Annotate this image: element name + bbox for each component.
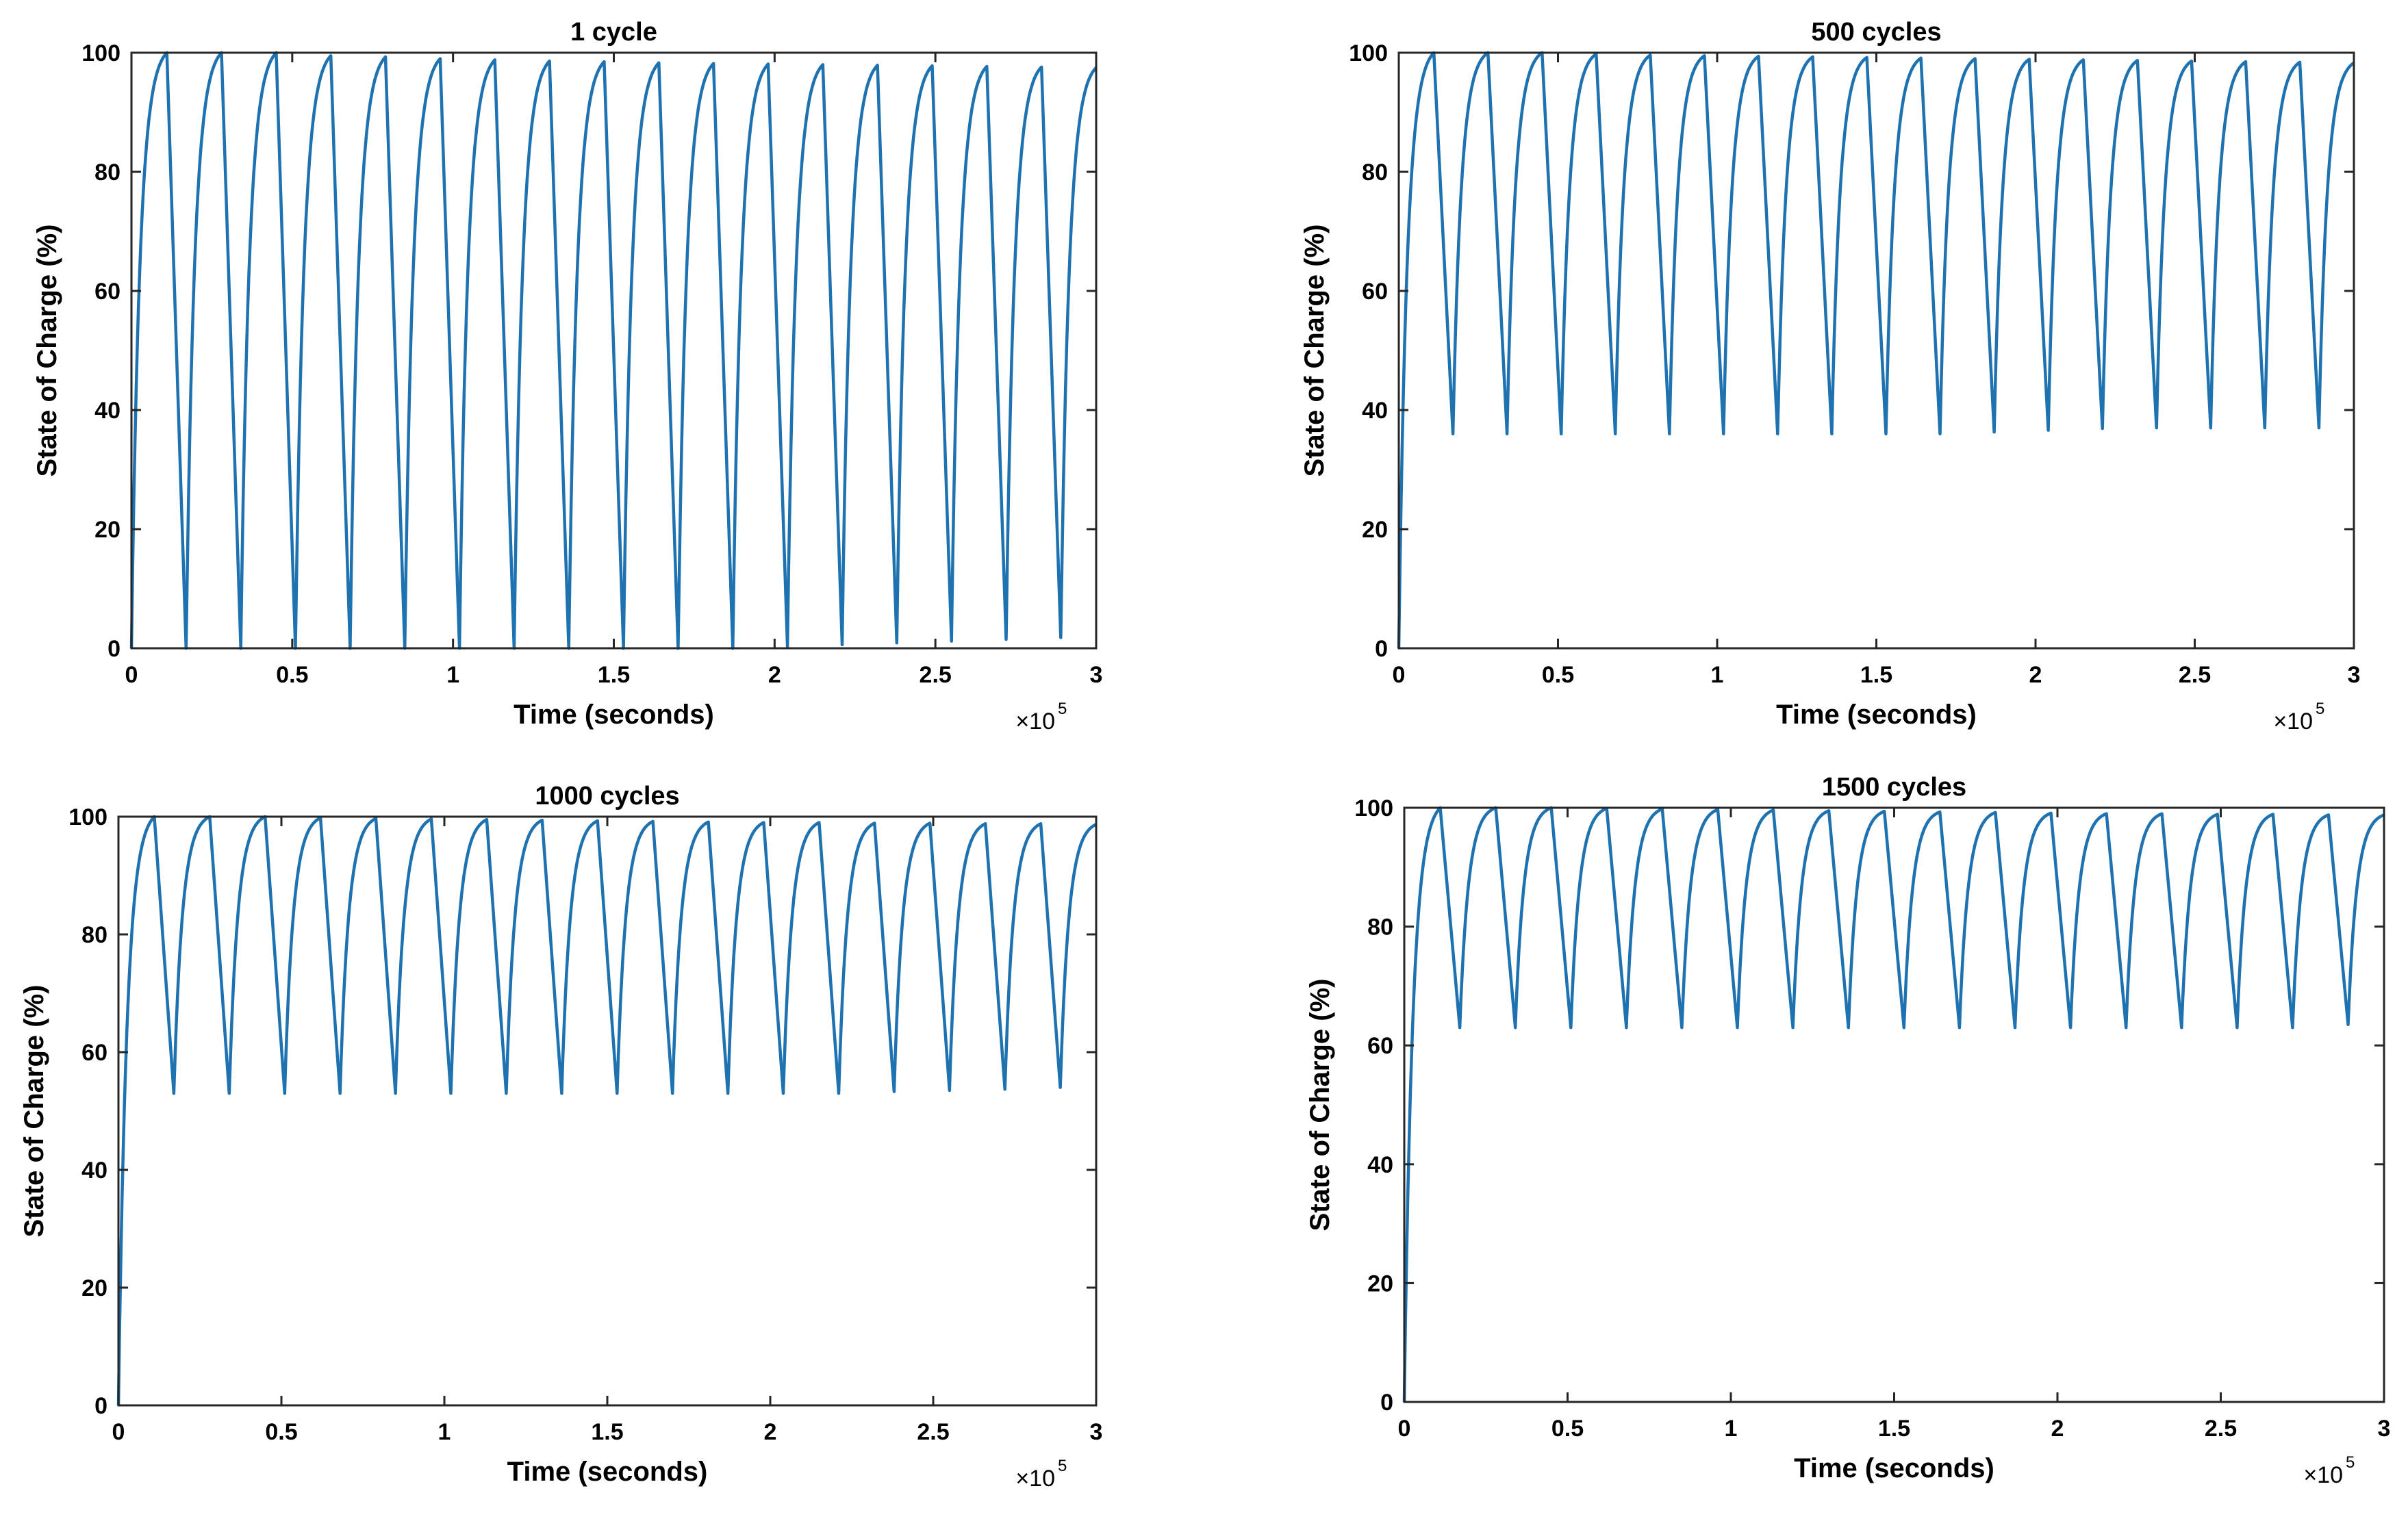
y-tick-label: 100 bbox=[1354, 795, 1393, 821]
chart-panel-4: 0 0.5 1 1.5 2 2.5 3 0 20 40 60 80 100 1500 cycles Time… bbox=[1305, 773, 2390, 1488]
y-tick-label: 20 bbox=[1367, 1271, 1393, 1297]
y-tick-label: 20 bbox=[94, 517, 121, 543]
y-tick-label: 40 bbox=[1362, 398, 1388, 424]
y-tick-label: 100 bbox=[68, 804, 107, 830]
x-tick-label: 3 bbox=[2378, 1416, 2391, 1442]
x-axis-multiplier: ×10 5 bbox=[2273, 700, 2324, 735]
multiplier-exponent: 5 bbox=[1058, 700, 1067, 718]
multiplier-exponent: 5 bbox=[2316, 700, 2324, 718]
x-axis-multiplier: ×10 5 bbox=[1015, 1457, 1067, 1492]
series-line-soc bbox=[1402, 806, 2385, 1403]
y-axis-label: State of Charge (%) bbox=[1305, 979, 1335, 1231]
y-tick-label: 80 bbox=[94, 159, 121, 186]
x-tick-label: 2 bbox=[768, 662, 781, 688]
y-tick-label: 20 bbox=[1362, 517, 1388, 543]
multiplier-exponent: 5 bbox=[1058, 1457, 1067, 1475]
x-tick-label: 2 bbox=[2029, 662, 2042, 688]
chart-title: 1 cycle bbox=[570, 18, 657, 47]
x-axis-multiplier: ×10 5 bbox=[2303, 1453, 2355, 1488]
x-tick-label: 0 bbox=[1398, 1416, 1411, 1442]
x-tick-label: 0 bbox=[125, 662, 138, 688]
y-tick-label: 60 bbox=[1367, 1033, 1393, 1059]
x-tick-label: 2 bbox=[764, 1419, 777, 1445]
y-tick-label: 0 bbox=[1375, 636, 1388, 662]
multiplier-base: ×10 bbox=[2303, 1462, 2343, 1488]
y-tick-label: 20 bbox=[81, 1275, 107, 1301]
plot-area bbox=[1404, 808, 2384, 1402]
x-tick-label: 1 bbox=[1711, 662, 1724, 688]
x-tick-label: 3 bbox=[1090, 1419, 1103, 1445]
x-tick-label: 1 bbox=[1725, 1416, 1738, 1442]
y-tick-label: 80 bbox=[81, 922, 107, 948]
series-line-soc bbox=[116, 815, 1098, 1406]
x-tick-label: 1.5 bbox=[598, 662, 630, 688]
chart-panel-2: 0 0.5 1 1.5 2 2.5 3 0 20 40 60 80 100 500 cycles Time … bbox=[1300, 18, 2360, 735]
y-tick-label: 60 bbox=[94, 279, 121, 305]
series-line-soc bbox=[1397, 51, 2355, 649]
chart-title: 1500 cycles bbox=[1822, 773, 1966, 802]
x-tick-label: 0.5 bbox=[1551, 1416, 1584, 1442]
y-axis-label: State of Charge (%) bbox=[1300, 225, 1330, 477]
y-axis-label: State of Charge (%) bbox=[19, 985, 49, 1238]
y-tick-label: 40 bbox=[94, 398, 121, 424]
x-axis-label: Time (seconds) bbox=[1794, 1453, 1994, 1483]
x-tick-label: 2 bbox=[2051, 1416, 2064, 1442]
y-tick-label: 0 bbox=[1380, 1390, 1393, 1416]
y-tick-label: 100 bbox=[81, 40, 121, 66]
x-tick-label: 3 bbox=[2348, 662, 2361, 688]
x-tick-label: 1.5 bbox=[591, 1419, 623, 1445]
x-tick-label: 2.5 bbox=[2205, 1416, 2237, 1442]
plot-area bbox=[118, 817, 1096, 1405]
y-tick-label: 60 bbox=[81, 1040, 107, 1066]
series-line-soc bbox=[129, 51, 1098, 650]
x-tick-label: 1 bbox=[438, 1419, 451, 1445]
x-tick-label: 2.5 bbox=[920, 662, 952, 688]
multiplier-exponent: 5 bbox=[2346, 1453, 2355, 1472]
chart-title: 500 cycles bbox=[1811, 18, 1941, 47]
multiplier-base: ×10 bbox=[1015, 1466, 1055, 1492]
x-axis-label: Time (seconds) bbox=[1776, 700, 1977, 730]
plot-area bbox=[1399, 53, 2354, 648]
multiplier-base: ×10 bbox=[2273, 709, 2313, 735]
x-tick-label: 3 bbox=[1090, 662, 1103, 688]
y-tick-label: 80 bbox=[1367, 915, 1393, 941]
y-tick-label: 40 bbox=[1367, 1152, 1393, 1178]
x-tick-label: 0 bbox=[1393, 662, 1406, 688]
x-tick-label: 2.5 bbox=[917, 1419, 949, 1445]
chart-title: 1000 cycles bbox=[535, 782, 679, 810]
y-tick-label: 0 bbox=[107, 636, 121, 662]
y-tick-label: 60 bbox=[1362, 279, 1388, 305]
x-axis-label: Time (seconds) bbox=[514, 700, 714, 730]
x-tick-label: 1.5 bbox=[1878, 1416, 1910, 1442]
x-tick-label: 2.5 bbox=[2179, 662, 2211, 688]
x-tick-label: 0 bbox=[112, 1419, 125, 1445]
chart-panel-1: 0 0.5 1 1.5 2 2.5 3 0 20 40 60 80 100 1 cycle Time (se… bbox=[32, 18, 1102, 735]
y-tick-label: 100 bbox=[1349, 40, 1388, 66]
x-tick-label: 0.5 bbox=[265, 1419, 297, 1445]
multiplier-base: ×10 bbox=[1015, 709, 1055, 735]
x-axis-label: Time (seconds) bbox=[507, 1457, 708, 1487]
y-axis-label: State of Charge (%) bbox=[32, 225, 62, 477]
x-axis-multiplier: ×10 5 bbox=[1015, 700, 1067, 735]
x-tick-label: 0.5 bbox=[1542, 662, 1574, 688]
x-tick-label: 1 bbox=[446, 662, 459, 688]
chart-panel-3: 0 0.5 1 1.5 2 2.5 3 0 20 40 60 80 100 1000 cycles Time… bbox=[19, 782, 1102, 1492]
x-tick-label: 0.5 bbox=[276, 662, 308, 688]
y-tick-label: 0 bbox=[94, 1393, 107, 1419]
y-tick-label: 80 bbox=[1362, 159, 1388, 186]
y-tick-label: 40 bbox=[81, 1158, 107, 1184]
x-tick-label: 1.5 bbox=[1860, 662, 1892, 688]
